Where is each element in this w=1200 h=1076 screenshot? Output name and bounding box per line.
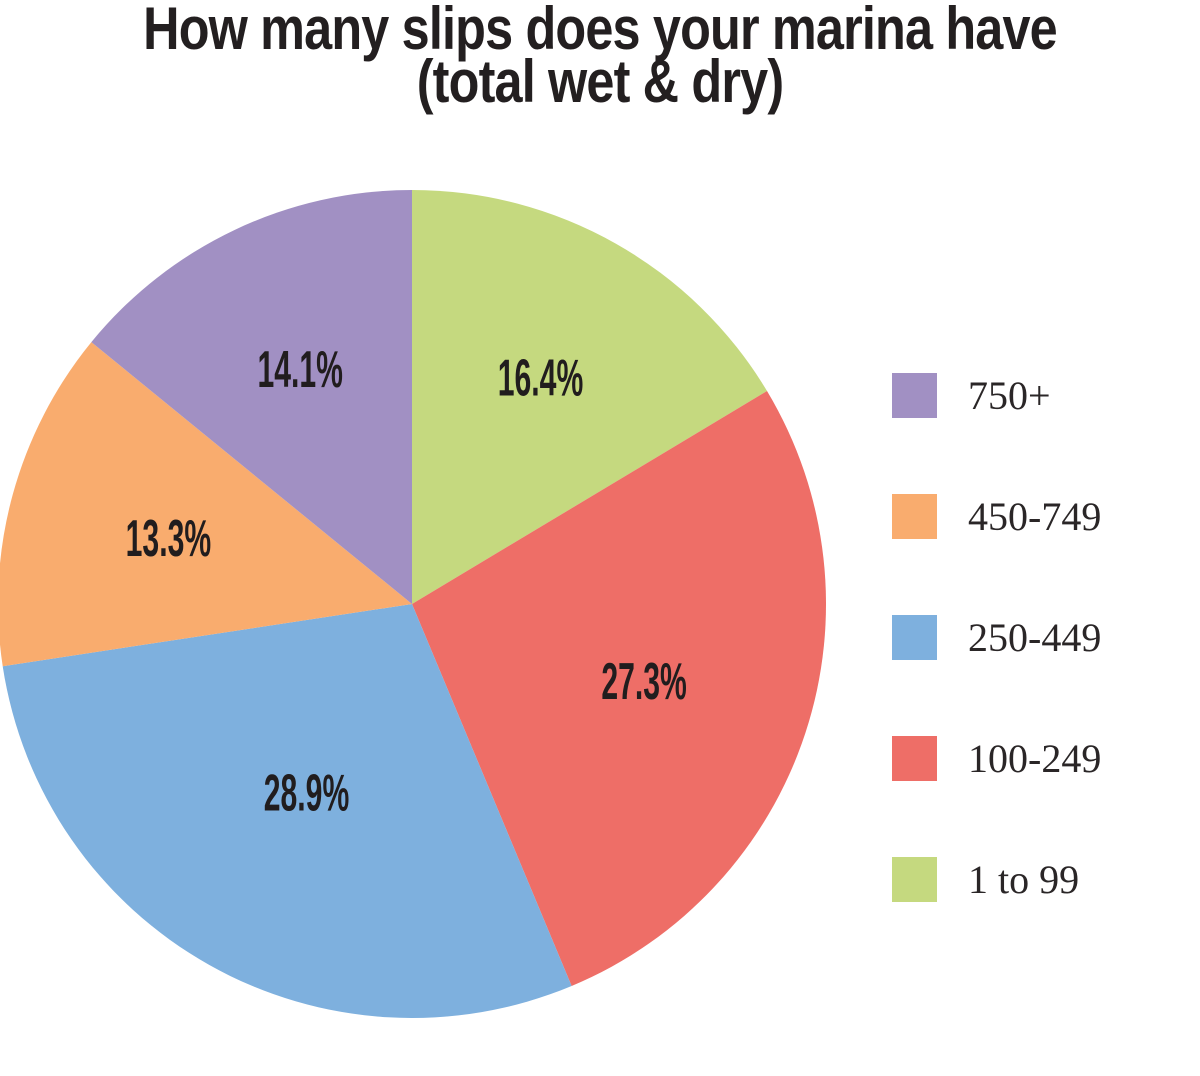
slice-percent-label: 13.3% [126, 511, 212, 568]
legend-item: 750+ [892, 373, 1101, 418]
slice-percent-label: 28.9% [264, 765, 350, 822]
legend-swatch [892, 615, 937, 660]
legend-label: 1 to 99 [968, 857, 1080, 902]
legend-swatch [892, 857, 937, 902]
legend-swatch [892, 373, 937, 418]
legend-item: 100-249 [892, 736, 1101, 781]
chart-title-line2: (total wet & dry) [416, 48, 784, 115]
legend-item: 250-449 [892, 615, 1101, 660]
slice-percent-label: 16.4% [498, 350, 584, 407]
chart-title: How many slips does your marina have (to… [96, 0, 1104, 115]
pie-slice-450-749 [0, 342, 412, 667]
pie-slice-100-249 [412, 391, 827, 986]
legend-label: 750+ [968, 373, 1051, 418]
legend-item: 450-749 [892, 494, 1101, 539]
pie-slice-250-449 [2, 604, 572, 1019]
pie-slice-1-to-99 [412, 190, 768, 604]
legend-label: 450-749 [968, 494, 1102, 539]
chart-title-line1: How many slips does your marina have [143, 0, 1058, 62]
legend-swatch [892, 736, 937, 781]
slice-percent-label: 27.3% [601, 654, 687, 711]
pie-slice-750- [91, 190, 413, 604]
legend: 750+ 450-749 250-449 100-249 1 to 99 [892, 373, 1101, 978]
legend-item: 1 to 99 [892, 857, 1101, 902]
slice-percent-label: 14.1% [257, 342, 343, 399]
legend-label: 250-449 [968, 615, 1102, 660]
legend-label: 100-249 [968, 736, 1102, 781]
legend-swatch [892, 494, 937, 539]
